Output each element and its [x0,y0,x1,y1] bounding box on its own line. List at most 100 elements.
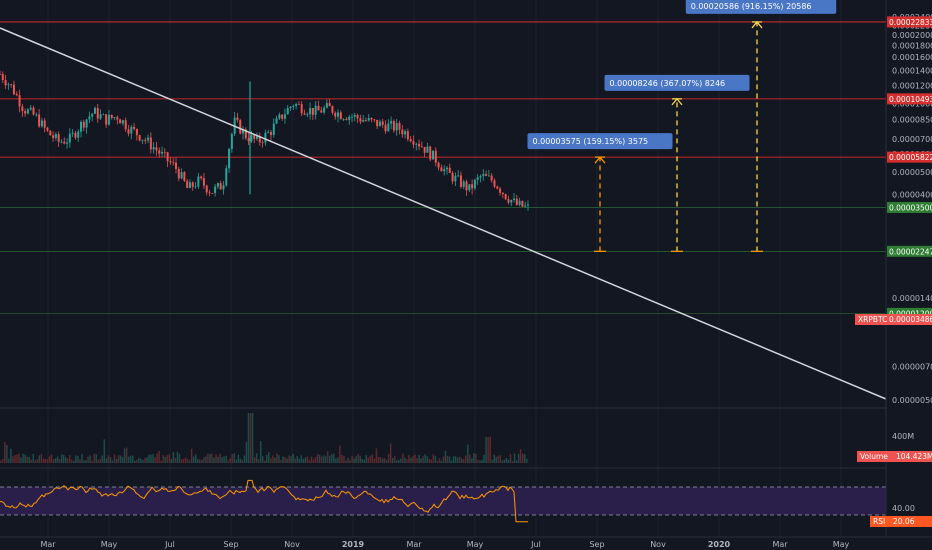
candle-body [91,113,94,117]
candle-body [496,186,499,189]
volume-bar [229,458,231,463]
candle-body [40,120,43,127]
candle-body [521,200,524,207]
volume-bar [359,455,361,463]
price-axis-tick: 0.00012000 [892,82,932,91]
volume-bar [284,457,286,463]
level-badge-value: 0.00002247 [889,247,932,256]
candle-body [110,114,113,118]
volume-bar [109,457,112,463]
volume-bar [367,457,370,463]
volume-bar [450,460,453,463]
candle-body [127,129,130,134]
time-axis-tick: Jul [530,540,541,549]
candle-body [401,129,404,135]
volume-bar [483,454,485,463]
time-axis-tick: Sep [223,540,238,549]
volume-bar [180,459,183,463]
volume-bar [251,413,254,463]
volume-bar [509,453,512,463]
candle-body [205,185,208,193]
candle-body [169,161,172,163]
volume-bar [93,453,95,463]
volume-bar [442,456,445,463]
volume-bar [205,456,207,463]
candle-body [353,115,356,117]
volume-bar [517,454,520,463]
candle-body [256,135,259,139]
volume-bar [387,453,390,463]
candle-body [306,114,309,116]
candle-body [499,188,502,193]
volume-bar [253,457,256,463]
volume-bar [129,455,132,463]
volume-bar [353,458,355,463]
candle-body [457,175,460,177]
volume-bar [475,453,477,463]
volume-bar [385,460,388,463]
candle-body [102,114,105,116]
candle-body [501,192,504,195]
candle-body [359,118,362,122]
candle-body [272,123,275,135]
candle-body [214,186,217,194]
candle-body [52,135,55,139]
volume-bar [245,441,248,463]
candle-body [351,116,353,118]
volume-bar [18,453,20,463]
volume-bar [83,460,85,463]
volume-bar [491,459,493,463]
volume-bar [56,456,59,463]
candle-body [49,130,52,136]
volume-bar [190,448,193,463]
candle-body [367,117,370,121]
volume-bar [430,459,433,463]
candle-body [454,175,457,182]
volume-bar [280,460,282,463]
time-axis-tick: Mar [406,540,422,549]
volume-bar [0,460,2,463]
volume-bar [521,453,524,463]
volume-bar [162,455,164,463]
volume-bar [363,459,366,463]
volume-bar [201,459,203,463]
volume-bar [312,459,315,463]
candle-body [325,103,328,108]
candle-body [370,117,373,120]
volume-bar [460,458,463,463]
projection-label-box [685,0,837,14]
volume-bar [402,453,404,463]
candle-body [66,142,69,144]
volume-bar [227,460,229,463]
volume-bar [369,455,372,463]
volume-bar [420,458,422,463]
candle-body [29,107,32,110]
candle-body [216,183,219,187]
candle-body [119,119,122,124]
price-axis-tick: 0.00005000 [892,168,932,177]
time-axis-tick: Nov [284,540,300,549]
volume-bar [209,453,211,463]
volume-bar [152,453,154,463]
volume-bar [361,458,363,463]
candle-body [342,118,345,120]
candle-body [387,123,390,132]
candle-body [465,181,468,191]
volume-bar [184,457,187,463]
candle-body [331,106,334,113]
volume-bar [446,455,449,463]
volume-bar [117,455,120,463]
volume-bar [320,456,323,463]
volume-bar [343,455,345,463]
volume-bar [123,448,126,463]
candle-body [471,184,474,189]
candle-body [239,120,242,134]
candle-body [362,119,365,122]
candle-body [513,198,516,200]
volume-bar [28,456,30,463]
volume-bar [146,457,148,463]
descending-trendline[interactable] [0,27,887,400]
volume-bar [168,454,171,463]
volume-bar [414,454,416,463]
